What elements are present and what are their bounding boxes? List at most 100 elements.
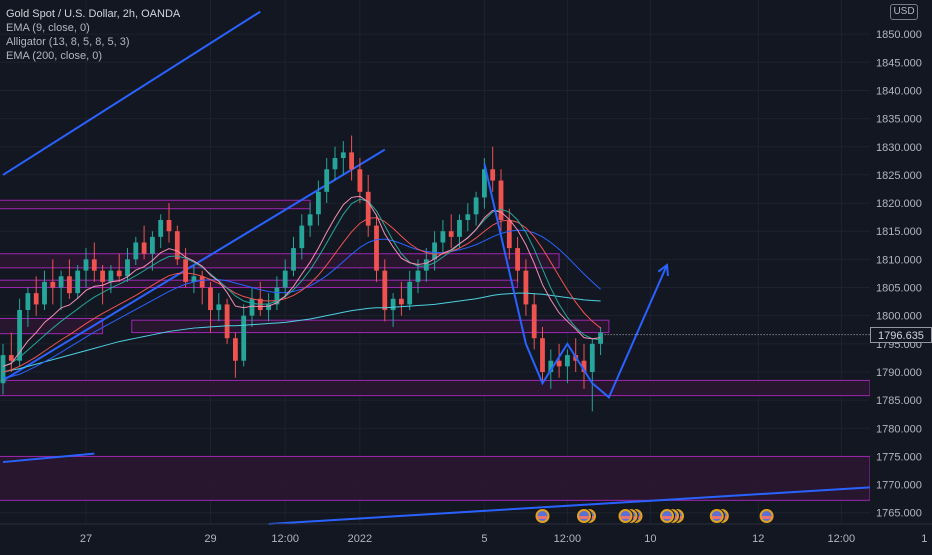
candle-body [125,259,130,277]
projection-line [483,163,668,399]
candle-body [166,219,172,232]
candle-body [407,281,413,305]
candle-body [556,360,562,367]
candle-body [25,293,31,311]
candle-body [448,231,454,237]
candle-body [307,214,313,226]
zone-rect [0,317,104,335]
candle-body [33,293,39,305]
candle-body [540,338,545,372]
candle-body [274,287,280,305]
candle-body [415,270,421,282]
candle-body [349,152,354,170]
y-axis-tick-label: 1840.000 [876,85,922,97]
y-axis-tick-label: 1850.000 [876,29,922,41]
candlestick-series [0,135,603,412]
candle-body [42,281,47,305]
trend-line [2,452,95,464]
candle-body [91,259,97,271]
candle-body [83,259,89,271]
zone-rect [0,279,519,289]
y-axis-tick-label: 1800.000 [876,311,922,323]
candle-body [332,158,338,170]
candle-body [299,225,305,249]
candle-body [141,242,147,254]
x-axis-tick-label: 29 [204,533,216,545]
candle-body [116,270,122,277]
candle-body [266,304,271,311]
candle-body [249,298,255,316]
candle-body [50,281,56,288]
y-axis-tick-label: 1770.000 [876,480,922,492]
zone-rect [0,455,871,501]
candle-body [158,219,164,237]
last-price-label: 1796.635 [870,326,932,343]
y-axis-tick-label: 1775.000 [876,451,922,463]
candle-body [515,248,520,271]
alligator-lips-line [2,198,601,367]
x-axis-tick-label: 12 [752,533,764,545]
symbol-title[interactable]: Gold Spot / U.S. Dollar, 2h, OANDA [6,8,181,20]
candle-body [581,360,587,372]
ema-9-line [2,195,601,367]
candle-body [224,304,230,339]
x-axis-tick-label: 5 [481,533,487,545]
trend-line [2,10,261,176]
indicator-lines [2,195,601,379]
candle-body [531,304,537,339]
y-axis-tick-label: 1820.000 [876,198,922,210]
candle-body [432,242,437,260]
event-marker-stripe [761,516,772,519]
candle-body [598,332,603,344]
candle-body [382,270,388,311]
x-axis-tick-label: 2022 [348,533,372,545]
candle-body [473,197,479,215]
y-axis-tick-label: 1825.000 [876,170,922,182]
x-axis-tick-label: 12:00 [271,533,299,545]
candle-body [233,338,238,361]
candle-body [8,355,14,361]
x-axis-tick-label: 12:00 [554,533,582,545]
indicator-ema-200[interactable]: EMA (200, close, 0) [6,50,102,62]
zone-rect [131,319,610,334]
candle-body [183,259,188,282]
candle-body [67,276,72,294]
trend-line [268,486,871,525]
candle-body [58,276,64,288]
candle-body [548,360,554,372]
candle-body [133,242,139,260]
candle-body [465,214,471,220]
candle-body [216,304,222,311]
y-axis-tick-label: 1785.000 [876,395,922,407]
y-axis-tick-label: 1790.000 [876,367,922,379]
candle-body [440,231,446,243]
indicator-ema-9[interactable]: EMA (9, close, 0) [6,22,90,34]
y-axis-tick-label: 1765.000 [876,508,922,520]
candle-body [490,169,496,181]
event-marker-stripe [711,516,722,519]
y-axis-tick-label: 1810.000 [876,254,922,266]
candle-body [399,298,404,305]
event-marker-stripe [620,516,631,519]
chart-legend: Gold Spot / U.S. Dollar, 2h, OANDA EMA (… [6,7,180,63]
candle-body [291,248,296,271]
candle-body [316,191,321,215]
x-axis-tick-label: 12:00 [828,533,856,545]
currency-badge[interactable]: USD [890,4,918,20]
projection-arrow-head [657,263,669,277]
candle-body [340,152,346,159]
candle-body [241,315,247,361]
candle-body [498,180,504,220]
candle-body [374,225,379,271]
candle-body [174,231,180,260]
candle-body [523,270,529,305]
event-marker-stripe [537,516,548,519]
candle-body [423,259,429,271]
indicator-alligator[interactable]: Alligator (13, 8, 5, 8, 5, 3) [6,36,130,48]
candle-body [457,219,462,237]
candle-body [100,270,105,282]
candle-body [589,343,595,372]
